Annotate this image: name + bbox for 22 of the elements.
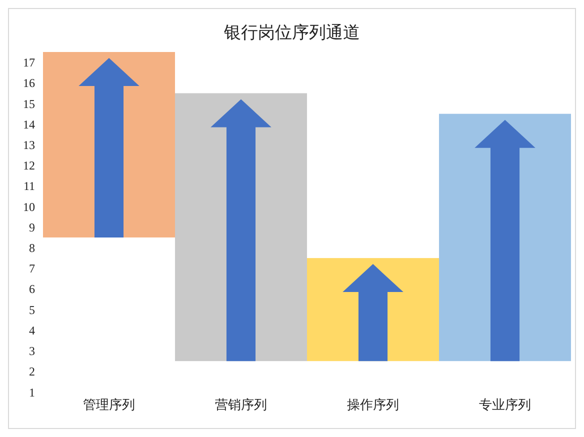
y-tick-label: 9 bbox=[29, 220, 35, 234]
y-tick-label: 1 bbox=[29, 385, 35, 400]
y-tick-label: 7 bbox=[29, 262, 35, 276]
chart-title: 银行岗位序列通道 bbox=[223, 22, 361, 45]
y-tick-label: 12 bbox=[23, 158, 35, 173]
x-tick-label: 营销序列 bbox=[215, 397, 267, 414]
y-tick-label: 16 bbox=[23, 76, 35, 90]
x-tick-label: 管理序列 bbox=[83, 397, 135, 414]
x-tick-label: 操作序列 bbox=[347, 397, 399, 414]
y-tick-label: 6 bbox=[29, 282, 35, 296]
y-tick-label: 11 bbox=[23, 179, 35, 194]
y-tick-label: 3 bbox=[29, 344, 35, 358]
y-tick-label: 13 bbox=[23, 138, 35, 152]
x-tick-label: 专业序列 bbox=[479, 397, 531, 414]
y-tick-label: 2 bbox=[29, 364, 35, 379]
y-tick-label: 10 bbox=[23, 200, 35, 214]
y-tick-label: 4 bbox=[29, 323, 35, 338]
y-tick-label: 8 bbox=[29, 241, 35, 256]
y-tick-label: 17 bbox=[23, 56, 35, 70]
y-tick-label: 14 bbox=[23, 117, 35, 132]
y-tick-label: 15 bbox=[23, 96, 35, 111]
y-tick-label: 5 bbox=[29, 302, 35, 317]
